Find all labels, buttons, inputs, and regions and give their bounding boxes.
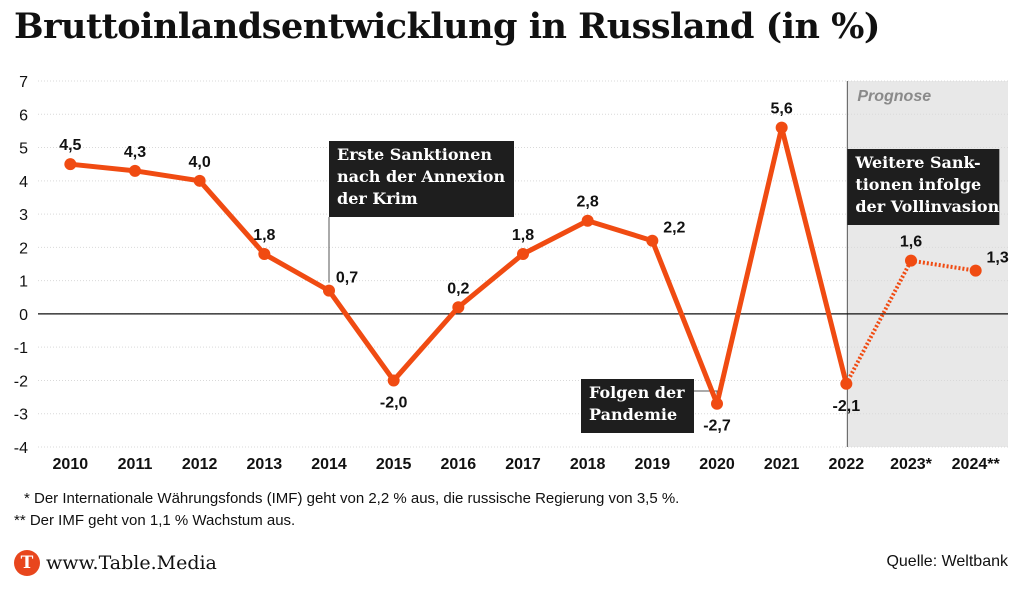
- data-point-2017: [517, 248, 529, 261]
- x-tick-label: 2017: [505, 456, 541, 473]
- data-label: 2,8: [577, 194, 599, 211]
- x-tick-label: 2011: [118, 456, 153, 473]
- x-tick-label: 2023*: [890, 456, 933, 473]
- annotation-text: Weitere Sank-: [854, 153, 980, 172]
- y-tick-label: 5: [19, 141, 28, 158]
- annotation-box: Folgen der Pandemie: [581, 379, 694, 433]
- series-line-segment: [391, 304, 461, 383]
- series-line-segment: [714, 125, 785, 407]
- brand[interactable]: T www.Table.Media: [14, 550, 217, 576]
- annotation-text: Folgen der: [589, 383, 685, 402]
- x-tick-label: 2024**: [952, 456, 1001, 473]
- y-tick-label: 7: [19, 74, 28, 91]
- x-tick-label: 2020: [699, 456, 735, 473]
- x-tick-label: 2015: [376, 456, 412, 473]
- data-label: 4,0: [189, 154, 211, 171]
- data-point-2015: [387, 374, 400, 387]
- footnote-1: * Der Internationale Währungsfonds (IMF)…: [24, 490, 680, 507]
- series-line-segment: [649, 238, 720, 407]
- y-tick-label: 2: [19, 240, 28, 257]
- y-tick-label: -3: [14, 407, 28, 424]
- data-point-2013: [258, 248, 271, 261]
- x-tick-label: 2019: [635, 456, 671, 473]
- data-label: 0,2: [447, 280, 469, 297]
- y-tick-label: -1: [14, 340, 28, 357]
- data-point-2023: [905, 254, 917, 267]
- series-line-segment: [67, 161, 138, 174]
- data-point-2021: [775, 121, 788, 134]
- y-tick-label: -4: [14, 440, 28, 457]
- data-point-2012: [193, 174, 206, 187]
- annotation-text: Pandemie: [589, 405, 677, 424]
- data-label: -2,7: [703, 418, 731, 435]
- brand-name: www.Table.Media: [46, 552, 217, 574]
- series-line-segment: [261, 251, 332, 294]
- data-label: 1,6: [900, 234, 922, 251]
- data-label: 5,6: [771, 101, 793, 118]
- data-label: 1,8: [253, 227, 275, 244]
- data-point-2018: [581, 214, 594, 227]
- source-label: Quelle: Weltbank: [886, 553, 1008, 570]
- chart-title: Bruttoinlandsentwicklung in Russland (in…: [14, 6, 880, 47]
- footnote-2: ** Der IMF geht von 1,1 % Wachstum aus.: [14, 512, 296, 529]
- line-chart: Prognose -4 -3 -2 -1 0 1 2 3 4 5 6 7 4,5 4,3 4,0 1,8 0,…: [14, 74, 1009, 473]
- annotation-box: Weitere Sank-tionen infolge der Vollinvas…: [847, 149, 1000, 225]
- forecast-label: Prognose: [857, 88, 931, 105]
- x-tick-label: 2016: [441, 456, 477, 473]
- x-tick-label: 2022: [829, 456, 865, 473]
- annotation-text: der Krim: [337, 189, 418, 208]
- x-tick-label: 2018: [570, 456, 606, 473]
- x-tick-label: 2021: [764, 456, 800, 473]
- series-line-segment: [779, 125, 849, 387]
- data-label: 0,7: [336, 270, 358, 287]
- series-line-segment: [326, 288, 397, 383]
- annotation-background: [581, 379, 694, 433]
- data-point-2014: [323, 284, 335, 297]
- data-point-2019: [646, 234, 659, 247]
- y-tick-label: 1: [19, 274, 28, 291]
- y-tick-label: 3: [19, 207, 28, 224]
- data-point-2020: [711, 397, 723, 410]
- annotation-box: Erste Sanktionen nach der Annexion der Kri…: [329, 141, 514, 217]
- series-line-segment: [455, 251, 526, 310]
- data-point-2011: [129, 164, 141, 177]
- series-line-segment: [585, 218, 655, 244]
- data-label: 2,2: [663, 220, 685, 237]
- table-media-logo-icon: T: [14, 550, 40, 576]
- annotation-background: [847, 149, 1000, 225]
- y-tick-label: 6: [19, 107, 28, 124]
- y-tick-label: -2: [14, 373, 28, 390]
- y-tick-label: 0: [19, 307, 28, 324]
- forecast-line-segment: [844, 259, 913, 385]
- x-tick-label: 2010: [53, 456, 89, 473]
- y-tick-label: 4: [19, 174, 28, 191]
- data-point-2016: [452, 301, 465, 314]
- series-line-segment: [197, 178, 267, 257]
- data-point-2024: [969, 264, 982, 277]
- data-label: -2,0: [380, 394, 408, 411]
- x-tick-label: 2014: [311, 456, 347, 473]
- forecast-line-segment: [910, 258, 976, 273]
- data-point-2022: [840, 377, 853, 390]
- data-label: 1,3: [987, 250, 1009, 267]
- annotation-text: tionen infolge: [855, 175, 981, 194]
- annotation-text: Erste Sanktionen: [337, 145, 492, 164]
- annotation-text: nach der Annexion: [337, 167, 505, 186]
- series-line-segment: [520, 218, 591, 257]
- annotation-text: der Vollinvasion: [855, 197, 999, 216]
- data-label: -2,1: [833, 398, 861, 415]
- data-label: 4,3: [124, 144, 146, 161]
- series-line-segment: [132, 168, 203, 184]
- data-label: 1,8: [512, 227, 534, 244]
- data-label: 4,5: [59, 137, 81, 154]
- data-point-2010: [64, 158, 77, 171]
- annotation-background: [329, 141, 514, 217]
- x-tick-label: 2013: [247, 456, 283, 473]
- x-tick-label: 2012: [182, 456, 218, 473]
